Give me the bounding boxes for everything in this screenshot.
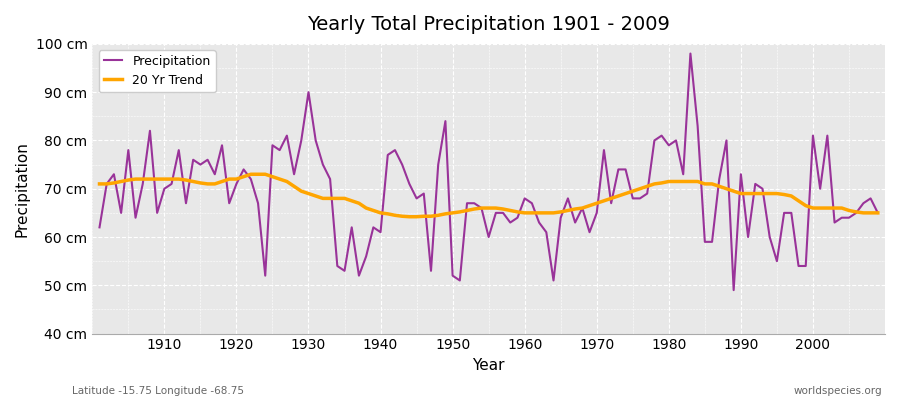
20 Yr Trend xyxy=(534,210,544,215)
Precipitation xyxy=(152,210,163,215)
Title: Yearly Total Precipitation 1901 - 2009: Yearly Total Precipitation 1901 - 2009 xyxy=(307,15,670,34)
Precipitation xyxy=(310,138,321,143)
Precipitation xyxy=(728,288,739,292)
Precipitation xyxy=(354,273,364,278)
Precipitation xyxy=(519,196,530,201)
Text: worldspecies.org: worldspecies.org xyxy=(794,386,882,396)
X-axis label: Year: Year xyxy=(472,358,505,373)
Line: Precipitation: Precipitation xyxy=(100,54,878,290)
20 Yr Trend xyxy=(246,172,256,177)
20 Yr Trend xyxy=(872,210,883,215)
20 Yr Trend xyxy=(318,196,328,201)
Precipitation xyxy=(872,210,883,215)
Precipitation xyxy=(512,215,523,220)
Line: 20 Yr Trend: 20 Yr Trend xyxy=(100,174,878,217)
Text: Latitude -15.75 Longitude -68.75: Latitude -15.75 Longitude -68.75 xyxy=(72,386,244,396)
20 Yr Trend xyxy=(620,191,631,196)
20 Yr Trend xyxy=(361,206,372,210)
20 Yr Trend xyxy=(404,214,415,219)
Precipitation xyxy=(685,51,696,56)
Precipitation xyxy=(94,225,105,230)
Precipitation xyxy=(606,201,616,206)
20 Yr Trend xyxy=(94,182,105,186)
Legend: Precipitation, 20 Yr Trend: Precipitation, 20 Yr Trend xyxy=(98,50,215,92)
20 Yr Trend xyxy=(152,177,163,182)
20 Yr Trend xyxy=(526,210,537,215)
Y-axis label: Precipitation: Precipitation xyxy=(15,141,30,237)
